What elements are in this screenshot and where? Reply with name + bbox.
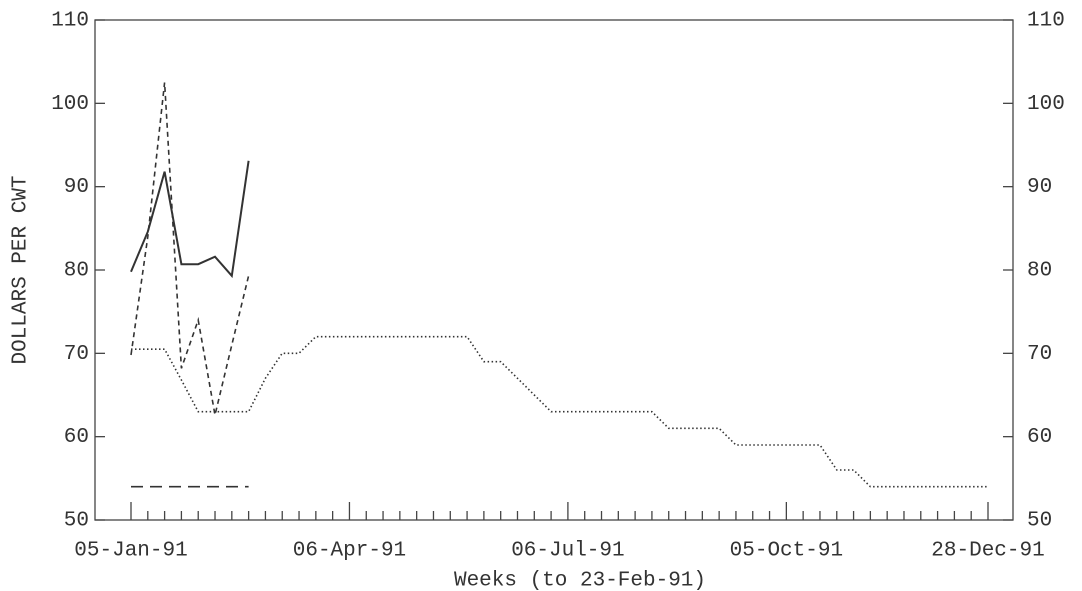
y2-tick-label: 90 — [1027, 176, 1052, 199]
y2-tick-label: 50 — [1027, 510, 1052, 533]
y2-tick-label: 110 — [1027, 10, 1065, 33]
y2-tick-label: 100 — [1027, 93, 1065, 116]
x-tick-label: 05-Oct-91 — [730, 540, 843, 563]
y2-tick-label: 80 — [1027, 260, 1052, 283]
y-tick-label: 90 — [64, 176, 89, 199]
x-tick-label: 06-Jul-91 — [511, 540, 624, 563]
series-line — [130, 160, 250, 279]
x-tick-label: 28-Dec-91 — [931, 540, 1044, 563]
y-axis-label: DOLLARS PER CWT — [10, 175, 33, 364]
x-tick-label: 06-Apr-91 — [293, 540, 406, 563]
series-line — [131, 335, 988, 488]
y-tick-label: 110 — [51, 10, 89, 33]
y-tick-label: 50 — [64, 510, 89, 533]
y-tick-label: 100 — [51, 93, 89, 116]
y2-tick-label: 70 — [1027, 343, 1052, 366]
x-axis-label: Weeks (to 23-Feb-91) — [454, 570, 706, 591]
x-tick-label: 05-Jan-91 — [74, 540, 187, 563]
y-tick-label: 70 — [64, 343, 89, 366]
y-tick-label: 60 — [64, 426, 89, 449]
y2-tick-label: 60 — [1027, 426, 1052, 449]
series-line — [130, 82, 250, 416]
y-tick-label: 80 — [64, 260, 89, 283]
